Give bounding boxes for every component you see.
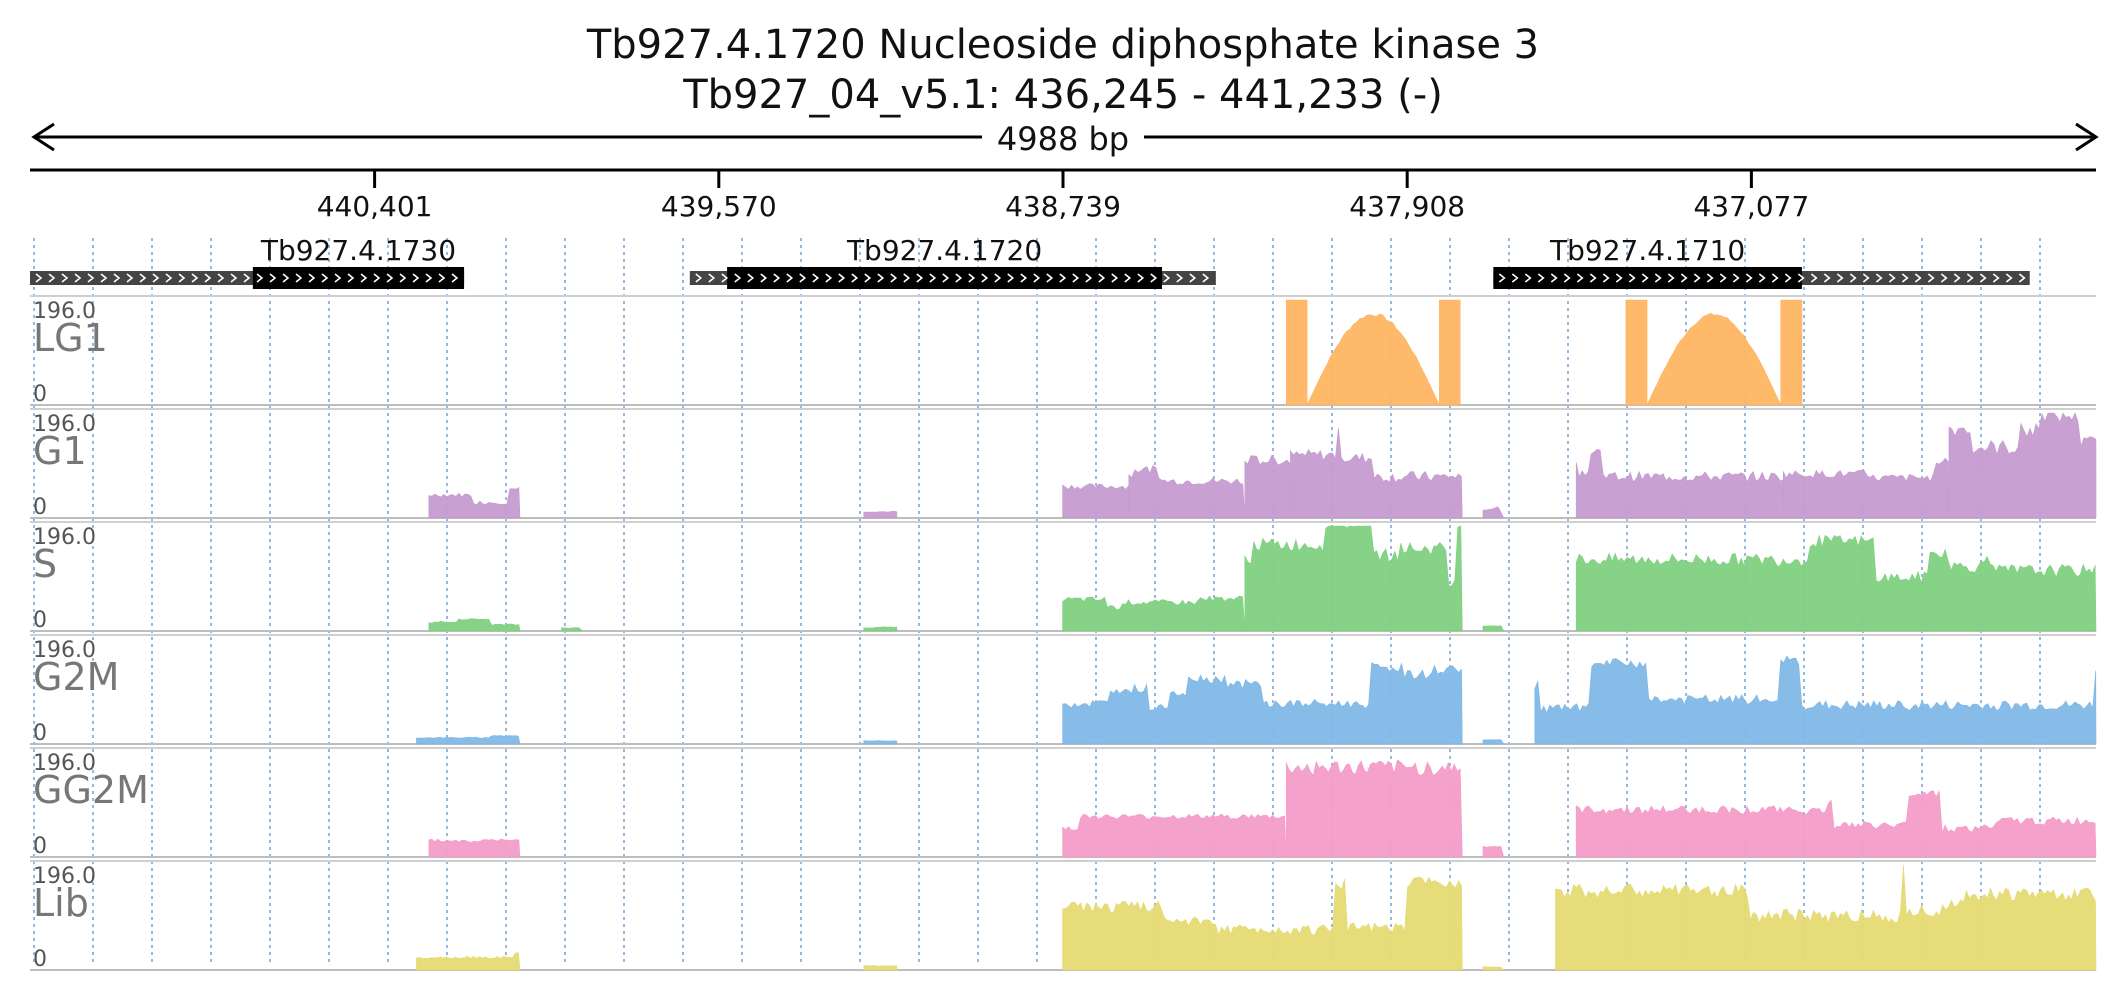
coverage-area <box>1482 739 1505 745</box>
coverage-area <box>1575 449 1784 519</box>
track-G1: 196.0G1 0 <box>30 408 2097 520</box>
track-min-label: 0 <box>33 608 47 633</box>
coverage-area <box>863 510 898 519</box>
axis-tick-label-1: 439,570 <box>661 190 777 223</box>
coverage-area <box>1062 483 1130 519</box>
figure-title-line2: Tb927_04_v5.1: 436,245 - 441,233 (-) <box>682 72 1443 118</box>
coverage-area <box>1782 457 1950 519</box>
track-max-label: 196.0 <box>33 638 96 663</box>
coverage-area <box>1482 845 1505 858</box>
coverage-area <box>1482 625 1505 632</box>
coverage-area <box>1575 789 2097 858</box>
coverage-area <box>1062 876 1463 971</box>
track-name-label: GG2M <box>33 768 149 812</box>
coverage-area <box>1575 534 2097 632</box>
track-min-label: 0 <box>33 834 47 859</box>
coverage-area <box>1482 506 1505 519</box>
figure-title-line1: Tb927.4.1720 Nucleoside diphosphate kina… <box>586 22 1539 68</box>
coverage-area <box>1625 299 1803 406</box>
track-name-label: G2M <box>33 655 119 699</box>
track-name-label: G1 <box>33 429 87 473</box>
track-max-label: 196.0 <box>33 525 96 550</box>
axis-tick-label-4: 437,077 <box>1693 190 1809 223</box>
span-label: 4988 bp <box>997 120 1129 158</box>
gene-Tb927.4.1710[interactable]: Tb927.4.1710 <box>1493 234 2030 289</box>
track-min-label: 0 <box>33 721 47 746</box>
track-S: 196.0S 0 <box>30 521 2097 633</box>
track-min-label: 0 <box>33 947 47 972</box>
track-max-label: 196.0 <box>33 299 96 324</box>
track-max-label: 196.0 <box>33 412 96 437</box>
track-min-label: 0 <box>33 382 47 407</box>
coverage-area <box>1285 759 1463 858</box>
span-ruler-left-arrow-icon <box>31 122 55 152</box>
gene-cds <box>252 267 465 289</box>
span-ruler-right-arrow-icon <box>2075 122 2099 152</box>
coverage-area <box>1244 454 1291 519</box>
coverage-area <box>1948 412 2097 519</box>
gene-label: Tb927.4.1710 <box>1549 234 1745 267</box>
coverage-area <box>1482 966 1505 971</box>
coverage-area <box>428 487 521 519</box>
gene-models: Tb927.4.1730 Tb927.4.1720 Tb927.4.1710 <box>30 234 2030 289</box>
coverage-area <box>863 626 898 632</box>
coverage-area <box>1534 655 2097 745</box>
coverage-area <box>863 965 898 971</box>
coverage-area <box>1062 813 1287 858</box>
strand-chevron-icon <box>1498 273 2026 283</box>
span-ruler: 4988 bp <box>31 118 2099 158</box>
gene-cds <box>727 267 1162 289</box>
coverage-area <box>1128 465 1246 519</box>
axis-tick-label-3: 437,908 <box>1349 190 1465 223</box>
track-max-label: 196.0 <box>33 751 96 776</box>
coverage-area <box>428 838 521 858</box>
track-name-label: LG1 <box>33 316 108 360</box>
span-label-background <box>982 118 1144 156</box>
strand-chevron-icon <box>35 273 459 283</box>
coverage-area <box>1285 299 1461 406</box>
coverage-area <box>416 735 521 745</box>
coverage-area <box>1555 864 2097 971</box>
coverage-area <box>416 952 521 971</box>
coverage-area <box>1290 427 1463 519</box>
gene-Tb927.4.1720[interactable]: Tb927.4.1720 <box>689 234 1216 289</box>
track-min-label: 0 <box>33 495 47 520</box>
strand-chevron-icon <box>695 273 1210 283</box>
coverage-area <box>561 627 583 632</box>
coverage-area <box>428 618 521 632</box>
gene-label: Tb927.4.1720 <box>846 234 1042 267</box>
track-name-label: Lib <box>33 881 89 925</box>
coverage-area <box>863 740 898 745</box>
track-max-label: 196.0 <box>33 864 96 889</box>
gene-label: Tb927.4.1730 <box>260 234 456 267</box>
axis-tick-label-0: 440,401 <box>317 190 433 223</box>
axis-tick-label-2: 438,739 <box>1005 190 1121 223</box>
coverage-tracks: 196.0LG10196.0G10196.0S0196.0G2M0196.0GG… <box>30 295 2097 972</box>
coverage-area <box>1244 525 1463 632</box>
coverage-area <box>1062 595 1246 632</box>
gene-Tb927.4.1730[interactable]: Tb927.4.1730 <box>30 234 465 289</box>
track-name-label: S <box>33 542 57 586</box>
coverage-area <box>1062 662 1463 745</box>
coordinate-ticks: 440,401 439,570 438,739 437,908 437,077 <box>317 170 1809 223</box>
coordinate-axis: 440,401 439,570 438,739 437,908 437,077 <box>30 168 2096 223</box>
